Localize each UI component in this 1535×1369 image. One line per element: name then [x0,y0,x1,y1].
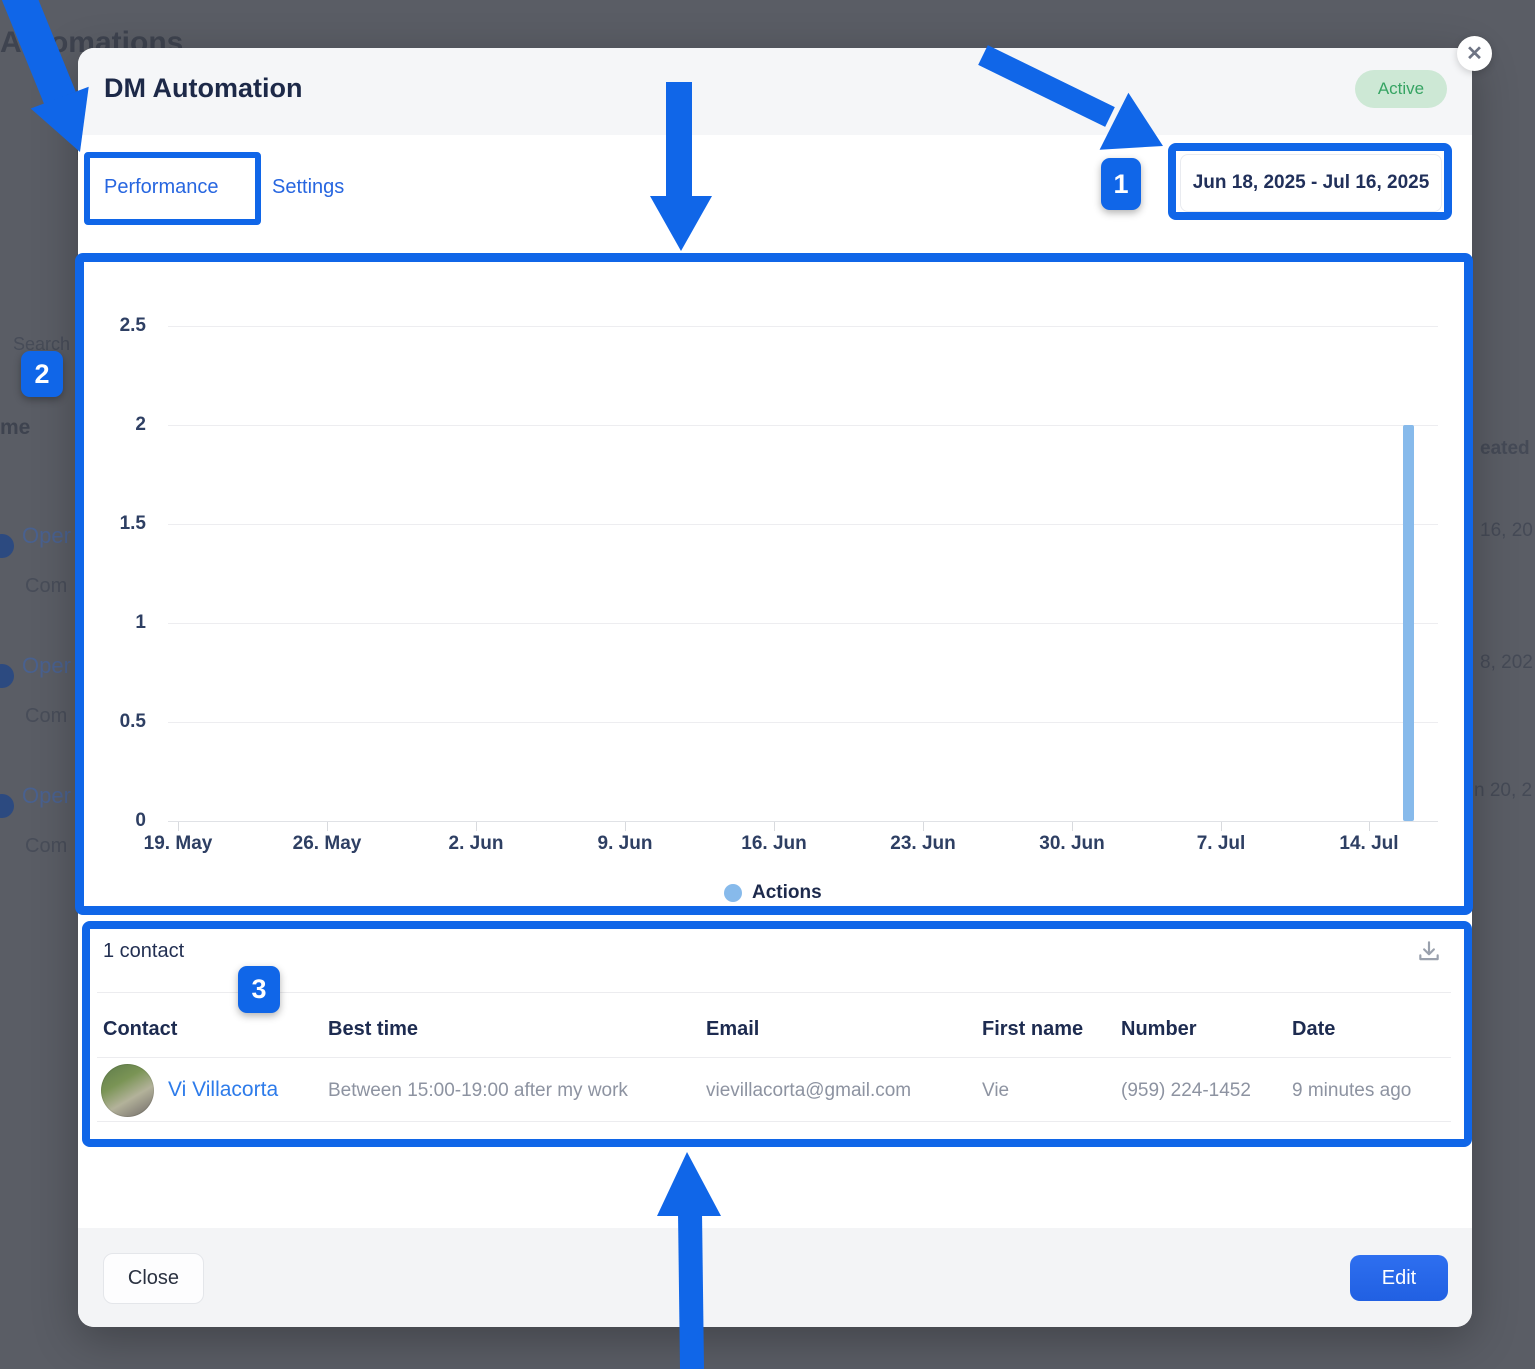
column-header-best-time: Best time [328,1018,419,1040]
close-glyph: ✕ [1466,43,1483,65]
tab-settings[interactable]: Settings [272,176,345,198]
chart-x-axis [168,821,1438,822]
x-axis-tickmark [476,822,477,831]
x-axis-tickmark [1369,822,1370,831]
legend-actions-label: Actions [752,882,822,903]
x-axis-tick: 23. Jun [890,833,956,854]
status-badge: Active [1355,70,1447,108]
contact-name-link[interactable]: Vi Villacorta [168,1078,279,1101]
modal-header [78,48,1472,135]
background-name-column: me [0,416,31,439]
x-axis-tickmark [923,822,924,831]
x-axis-tick: 2. Jun [448,833,504,854]
edit-button[interactable]: Edit [1350,1255,1448,1301]
y-axis-tick: 0 [135,810,146,831]
x-axis-tick: 30. Jun [1039,833,1105,854]
y-axis-tick: 0.5 [119,711,146,732]
x-axis-tickmark [178,822,179,831]
annotation-badge-2: 2 [21,351,63,397]
chart-gridline [168,722,1438,723]
x-axis-tick: 14. Jul [1339,833,1399,854]
chart-gridline [168,425,1438,426]
tab-performance[interactable]: Performance [104,176,219,198]
annotation-box-date-range [1168,143,1452,220]
background-row-subtext: Com [25,575,68,597]
y-axis-tick: 1 [135,612,146,633]
background-row-subtext: Com [25,705,68,727]
date-range-picker[interactable]: Jun 18, 2025 - Jul 16, 2025 [1180,154,1442,212]
annotation-box-contacts [82,921,1472,1147]
background-date-fragment: n 20, 2 [1474,780,1533,801]
cell-best-time: Between 15:00-19:00 after my work [328,1080,628,1101]
background-date-fragment: 8, 202 [1480,652,1533,673]
background-row-link[interactable]: Oper [22,783,71,808]
arrow-to-performance-tab [1,0,89,152]
chart-gridline [168,326,1438,327]
download-button[interactable] [1412,934,1446,968]
divider [97,1057,1451,1058]
x-axis-tickmark [327,822,328,831]
cell-first-name: Vie [982,1080,1010,1101]
cell-date: 9 minutes ago [1292,1080,1412,1101]
column-header-contact: Contact [103,1018,178,1040]
background-row-icon [0,794,14,818]
annotation-badge-3: 3 [238,966,280,1013]
actions-bar [1403,425,1414,821]
close-button[interactable]: Close [103,1253,204,1304]
cell-email: vievillacorta@gmail.com [706,1080,912,1101]
legend-actions-icon [724,884,742,902]
divider [97,992,1451,993]
annotation-badge-1: 1 [1101,158,1141,210]
column-header-email: Email [706,1018,760,1040]
download-icon [1419,941,1439,961]
close-icon[interactable]: ✕ [1457,36,1492,71]
x-axis-tick: 26. May [292,833,362,854]
background-row-subtext: Com [25,835,68,857]
annotation-box-chart [75,253,1473,915]
chart-gridline [168,623,1438,624]
divider [97,1121,1451,1122]
avatar [101,1064,154,1117]
x-axis-tick: 19. May [143,833,213,854]
column-header-date: Date [1292,1018,1336,1040]
y-axis-tick: 1.5 [119,513,146,534]
background-row-link[interactable]: Oper [22,653,71,678]
background-search-fragment: Search [13,334,71,354]
background-date-fragment: 16, 20 [1480,520,1533,541]
x-axis-tick: 9. Jun [597,833,653,854]
modal-footer [78,1228,1472,1327]
x-axis-tick: 7. Jul [1196,833,1246,854]
background-created-column: eated [1480,438,1530,459]
y-axis-tick: 2 [135,414,146,435]
annotation-box-performance [84,152,261,225]
background-row-link[interactable]: Oper [22,523,71,548]
cell-number: (959) 224-1452 [1121,1080,1251,1101]
x-axis-tick: 16. Jun [741,833,807,854]
column-header-first-name: First name [982,1018,1084,1040]
y-axis-tick: 2.5 [119,315,146,336]
modal-title: DM Automation [104,73,303,103]
x-axis-tickmark [1072,822,1073,831]
x-axis-tickmark [625,822,626,831]
x-axis-tickmark [1221,822,1222,831]
chart-gridline [168,524,1438,525]
contact-count: 1 contact [103,940,185,962]
column-header-number: Number [1121,1018,1197,1040]
background-row-icon [0,534,14,558]
background-row-icon [0,664,14,688]
x-axis-tickmark [774,822,775,831]
